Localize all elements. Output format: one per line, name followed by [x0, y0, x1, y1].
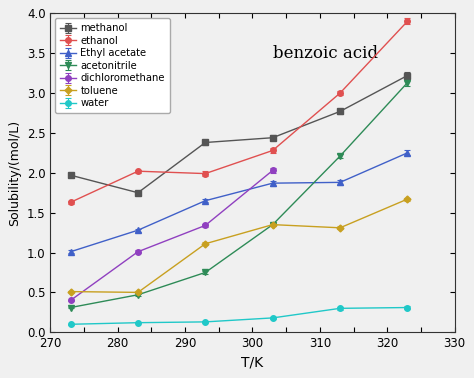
Legend: methanol, ethanol, Ethyl acetate, acetonitrile, dichloromethane, toluene, water: methanol, ethanol, Ethyl acetate, aceton…: [55, 19, 170, 113]
Y-axis label: Solubility/(mol/L): Solubility/(mol/L): [9, 120, 21, 226]
Text: benzoic acid: benzoic acid: [273, 45, 378, 62]
X-axis label: T/K: T/K: [241, 356, 264, 370]
